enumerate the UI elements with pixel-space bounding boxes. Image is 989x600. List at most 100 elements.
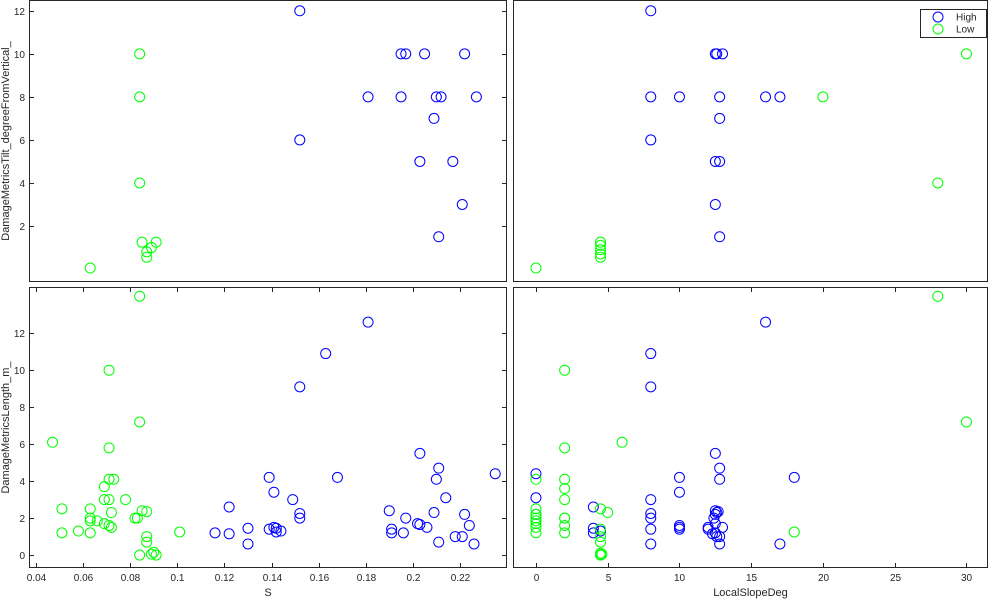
x-tick-label: 20 xyxy=(818,573,830,584)
data-point-high xyxy=(433,231,445,243)
data-point-high xyxy=(294,5,306,17)
data-point-low xyxy=(105,521,117,533)
data-point-low xyxy=(56,503,68,515)
data-point-high xyxy=(419,48,431,60)
legend-marker-high xyxy=(932,11,944,23)
data-point-low xyxy=(530,512,542,524)
data-point-high xyxy=(294,134,306,146)
data-point-low xyxy=(141,536,153,548)
data-point-high xyxy=(463,519,475,531)
data-point-high xyxy=(294,512,306,524)
series-low xyxy=(530,290,972,561)
data-point-high xyxy=(645,91,657,103)
y-tick-label: 2 xyxy=(19,222,25,233)
data-point-high xyxy=(489,468,501,480)
x-tick-label: 0 xyxy=(534,573,540,584)
y-tick-label: 4 xyxy=(19,179,25,190)
data-point-low xyxy=(595,236,607,248)
data-point-low xyxy=(817,91,829,103)
data-point-high xyxy=(645,381,657,393)
data-point-high xyxy=(468,538,480,550)
axes-frame xyxy=(29,287,507,568)
x-tick-label: 0.14 xyxy=(263,573,283,584)
data-point-high xyxy=(275,525,287,537)
series-high xyxy=(645,5,786,243)
panel-bottom-left: 0 2 4 6 8 10 12 0.04 0.06 0.08 0.1 0.12 0.14 0.16 0.18… xyxy=(0,287,507,599)
data-point-high xyxy=(530,468,542,480)
data-point-low xyxy=(960,416,972,428)
data-point-low xyxy=(84,512,96,524)
data-point-high xyxy=(788,471,800,483)
data-point-high xyxy=(645,512,657,524)
data-point-low xyxy=(559,364,571,376)
data-point-high xyxy=(397,527,409,539)
data-point-high xyxy=(362,91,374,103)
y-tick-label: 12 xyxy=(14,329,26,340)
data-point-low xyxy=(530,521,542,533)
data-point-high xyxy=(774,91,786,103)
data-point-high xyxy=(709,155,721,167)
data-point-low xyxy=(530,527,542,539)
data-point-high xyxy=(459,508,471,520)
data-point-high xyxy=(400,512,412,524)
data-point-low xyxy=(134,177,146,189)
data-point-high xyxy=(530,492,542,504)
panel-bottom-right: 0 5 10 15 20 25 30 LocalSlopeDeg xyxy=(513,287,988,599)
x-tick-label: 5 xyxy=(606,573,612,584)
data-point-high xyxy=(645,494,657,506)
data-point-high xyxy=(456,199,468,211)
data-point-low xyxy=(134,416,146,428)
series-low xyxy=(47,290,186,561)
x-tick-label: 30 xyxy=(961,573,973,584)
data-point-low xyxy=(595,549,607,561)
data-point-high xyxy=(331,471,343,483)
y-tick-label: 8 xyxy=(19,403,25,414)
x-tick-label: 0.04 xyxy=(27,573,47,584)
data-point-high xyxy=(673,471,685,483)
data-point-high xyxy=(760,91,772,103)
data-point-high xyxy=(395,91,407,103)
data-point-high xyxy=(414,519,426,531)
data-point-low xyxy=(84,527,96,539)
data-point-high xyxy=(430,91,442,103)
data-point-high xyxy=(362,316,374,328)
data-point-high xyxy=(449,531,461,543)
data-point-low xyxy=(141,531,153,543)
data-point-high xyxy=(673,523,685,535)
data-point-low xyxy=(530,262,542,274)
panel-top-left: 2 4 6 8 10 12 DamageMetricsTilt_degreeFromVert… xyxy=(0,0,507,282)
data-point-low xyxy=(145,548,157,560)
x-axis-label: LocalSlopeDeg xyxy=(713,587,788,599)
data-point-low xyxy=(559,512,571,524)
data-point-high xyxy=(270,526,282,538)
series-high xyxy=(209,316,501,550)
data-point-high xyxy=(714,91,726,103)
data-point-low xyxy=(960,48,972,60)
data-point-low xyxy=(602,507,614,519)
data-point-high xyxy=(717,48,729,60)
axes-frame xyxy=(513,0,988,282)
y-tick-label: 2 xyxy=(19,514,25,525)
data-point-low xyxy=(595,536,607,548)
data-point-high xyxy=(447,155,459,167)
data-point-high xyxy=(708,512,720,524)
data-point-low xyxy=(530,473,542,485)
data-point-low xyxy=(141,251,153,263)
data-point-low xyxy=(596,548,608,560)
data-point-low xyxy=(788,526,800,538)
data-point-high xyxy=(709,518,721,530)
series-high xyxy=(294,5,482,243)
data-point-low xyxy=(103,519,115,531)
x-tick-label: 0.16 xyxy=(310,573,330,584)
data-point-low xyxy=(134,549,146,561)
legend-box xyxy=(920,9,987,38)
data-point-low xyxy=(148,546,160,558)
data-point-low xyxy=(129,512,141,524)
data-point-high xyxy=(645,507,657,519)
data-point-high xyxy=(209,527,221,539)
data-point-low xyxy=(98,494,110,506)
data-point-high xyxy=(714,112,726,124)
data-point-high xyxy=(386,523,398,535)
data-point-high xyxy=(673,486,685,498)
